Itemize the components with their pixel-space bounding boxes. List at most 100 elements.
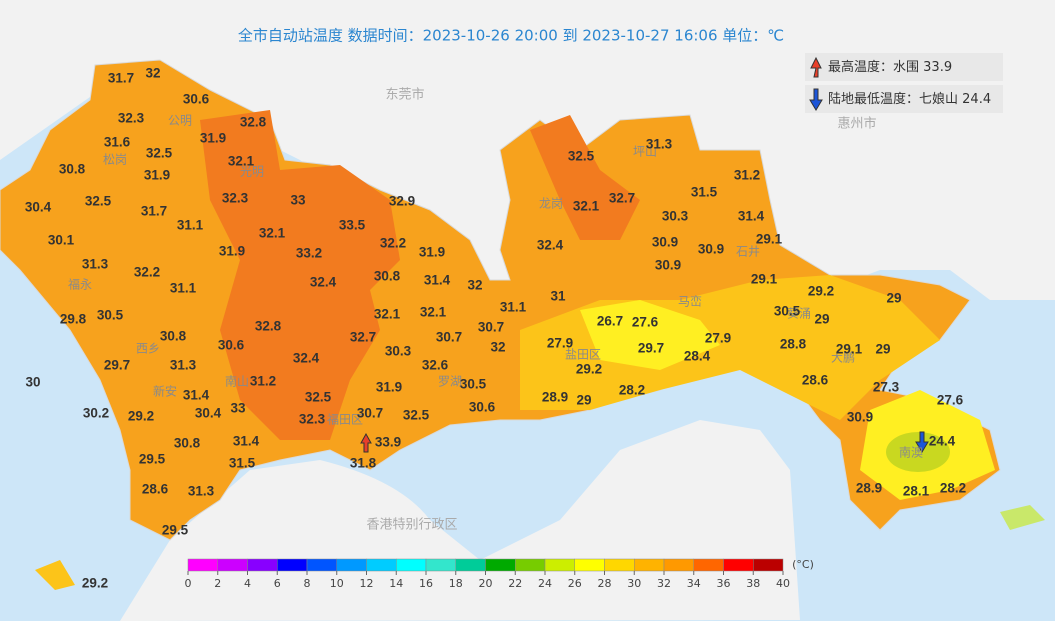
place-name: 坪山 (633, 145, 657, 159)
station-temp: 29.7 (104, 358, 130, 373)
station-temp: 32.7 (350, 330, 376, 345)
station-temp: 32.5 (305, 390, 332, 405)
station-temp: 32.3 (299, 412, 326, 427)
station-temp: 31.3 (646, 137, 673, 152)
station-temp: 32.1 (420, 305, 447, 320)
station-temp: 32.6 (422, 358, 449, 373)
color-bin (396, 558, 427, 572)
place-name: 松岗 (103, 153, 127, 167)
station-temp: 31.9 (419, 245, 445, 260)
station-temp: 31.2 (250, 374, 276, 389)
station-temp: 30.6 (183, 92, 210, 107)
station-temp: 30.7 (436, 330, 462, 345)
legend-value: 33.9 (923, 60, 952, 75)
place-name: 罗湖 (438, 374, 462, 389)
legend-max: 最高温度：水围 33.9 (828, 59, 952, 75)
station-temp: 31.6 (104, 135, 131, 150)
station-temp: 32.2 (134, 265, 160, 280)
color-bin (753, 558, 784, 572)
station-temp: 29.2 (128, 409, 154, 424)
station-temp: 30.3 (662, 209, 689, 224)
legend-label: 最高温度：水围 (828, 59, 919, 75)
tick-label: 24 (538, 577, 552, 590)
station-temp: 33.2 (296, 246, 322, 261)
tick-label: 10 (330, 577, 344, 590)
station-temp: 29 (814, 312, 829, 327)
station-temp: 30.8 (59, 162, 86, 177)
station-temp: 32 (490, 340, 505, 355)
station-temp: 28.6 (802, 373, 829, 388)
station-temp: 31.3 (170, 358, 197, 373)
color-bin (187, 558, 218, 572)
station-temp: 30.2 (83, 406, 109, 421)
place-name: 福田区 (327, 412, 363, 427)
hot-area (530, 115, 640, 240)
legend-label: 陆地最低温度：七娘山 (828, 91, 958, 107)
place-name: 南澳 (899, 445, 923, 460)
station-temp: 32.8 (255, 319, 282, 334)
tick-label: 40 (776, 577, 790, 590)
place-name: 马峦 (678, 294, 702, 309)
station-temp: 33 (290, 193, 306, 208)
station-temp: 30.4 (195, 406, 222, 421)
station-temp: 29.1 (751, 272, 778, 287)
station-temp: 31.7 (141, 204, 167, 219)
station-temp: 24.4 (929, 434, 956, 449)
station-temp: 31.4 (183, 388, 210, 403)
station-temp: 30.3 (385, 344, 412, 359)
station-temp: 30.7 (357, 406, 383, 421)
station-temp: 31.4 (233, 434, 260, 449)
hot-area (200, 110, 400, 440)
station-temp: 31.1 (170, 281, 197, 296)
station-temp: 31.1 (500, 300, 527, 315)
place-name: 龙岗 (539, 197, 563, 211)
station-temp: 32.1 (573, 199, 600, 214)
color-bin (544, 558, 575, 572)
place-name: 惠州市 (837, 116, 876, 132)
station-temp: 29.8 (60, 312, 87, 327)
tick-label: 12 (360, 577, 374, 590)
station-temp: 30.9 (655, 258, 681, 273)
tick-label: 0 (185, 577, 192, 590)
station-temp: 31 (550, 289, 566, 304)
station-temp: 28.9 (856, 481, 882, 496)
station-temp: 33.5 (339, 218, 366, 233)
color-bin (515, 558, 546, 572)
station-temp: 28.2 (940, 481, 966, 496)
station-temp: 29 (886, 291, 901, 306)
title: 全市自动站温度 数据时间：2023-10-26 20:00 到 2023-10-… (238, 27, 784, 45)
color-bin (574, 558, 605, 572)
station-temp: 31.9 (219, 244, 245, 259)
station-temp: 30.4 (25, 200, 52, 215)
station-temp: 32.8 (240, 115, 267, 130)
color-bin (217, 558, 248, 572)
coolest-area (886, 432, 950, 472)
tick-label: 8 (304, 577, 311, 590)
color-bin (604, 558, 635, 572)
station-temp: 30.1 (48, 233, 75, 248)
tick-label: 18 (449, 577, 463, 590)
tick-label: 34 (687, 577, 701, 590)
color-bin (425, 558, 456, 572)
tick-label: 22 (508, 577, 522, 590)
station-temp: 32 (467, 278, 482, 293)
station-temp: 32.4 (310, 275, 337, 290)
color-bin (277, 558, 308, 572)
station-temp: 32.7 (609, 191, 635, 206)
place-name: 光明 (240, 165, 264, 179)
station-temp: 27.6 (632, 315, 659, 330)
tick-label: 38 (746, 577, 760, 590)
station-temp: 31.8 (350, 456, 377, 471)
station-temp: 30.9 (847, 410, 873, 425)
place-name: 石井 (736, 245, 760, 259)
tick-label: 30 (627, 577, 641, 590)
station-temp: 31.5 (691, 185, 718, 200)
station-temp: 27.9 (547, 336, 573, 351)
island (1000, 505, 1045, 530)
station-temp: 27.3 (873, 380, 900, 395)
station-temp: 32.1 (259, 226, 286, 241)
legend-box (805, 85, 1003, 113)
color-bin (693, 558, 724, 572)
station-temp: 33.9 (375, 435, 401, 450)
